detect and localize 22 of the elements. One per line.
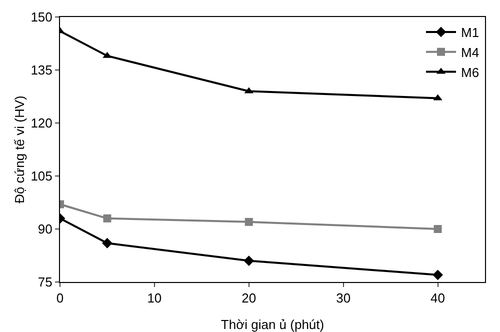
legend-label: M6 xyxy=(461,64,480,80)
x-tick-label: 40 xyxy=(430,290,446,306)
point xyxy=(244,218,253,226)
x-axis-title: Thời gian ủ (phút) xyxy=(220,317,324,332)
x-tick-label: 20 xyxy=(242,290,256,306)
point xyxy=(434,225,442,233)
point xyxy=(432,270,443,280)
point xyxy=(102,238,112,248)
y-tick-label: 90 xyxy=(38,222,52,237)
point xyxy=(244,256,254,266)
y-axis-title: Độ cứng tế vi (HV) xyxy=(12,96,27,204)
legend-label: M1 xyxy=(461,25,480,40)
y-tick-label: 75 xyxy=(38,274,52,290)
y-tick-label: 150 xyxy=(30,10,52,25)
x-tick-label: 10 xyxy=(147,290,162,306)
y-tick-label: 105 xyxy=(30,168,52,184)
x-tick-label: 0 xyxy=(56,290,64,306)
y-tick-label: 120 xyxy=(30,116,52,131)
point xyxy=(103,214,112,222)
x-tick-label: 30 xyxy=(336,290,351,306)
legend-label: M4 xyxy=(461,44,480,60)
y-tick-label: 135 xyxy=(30,62,52,78)
